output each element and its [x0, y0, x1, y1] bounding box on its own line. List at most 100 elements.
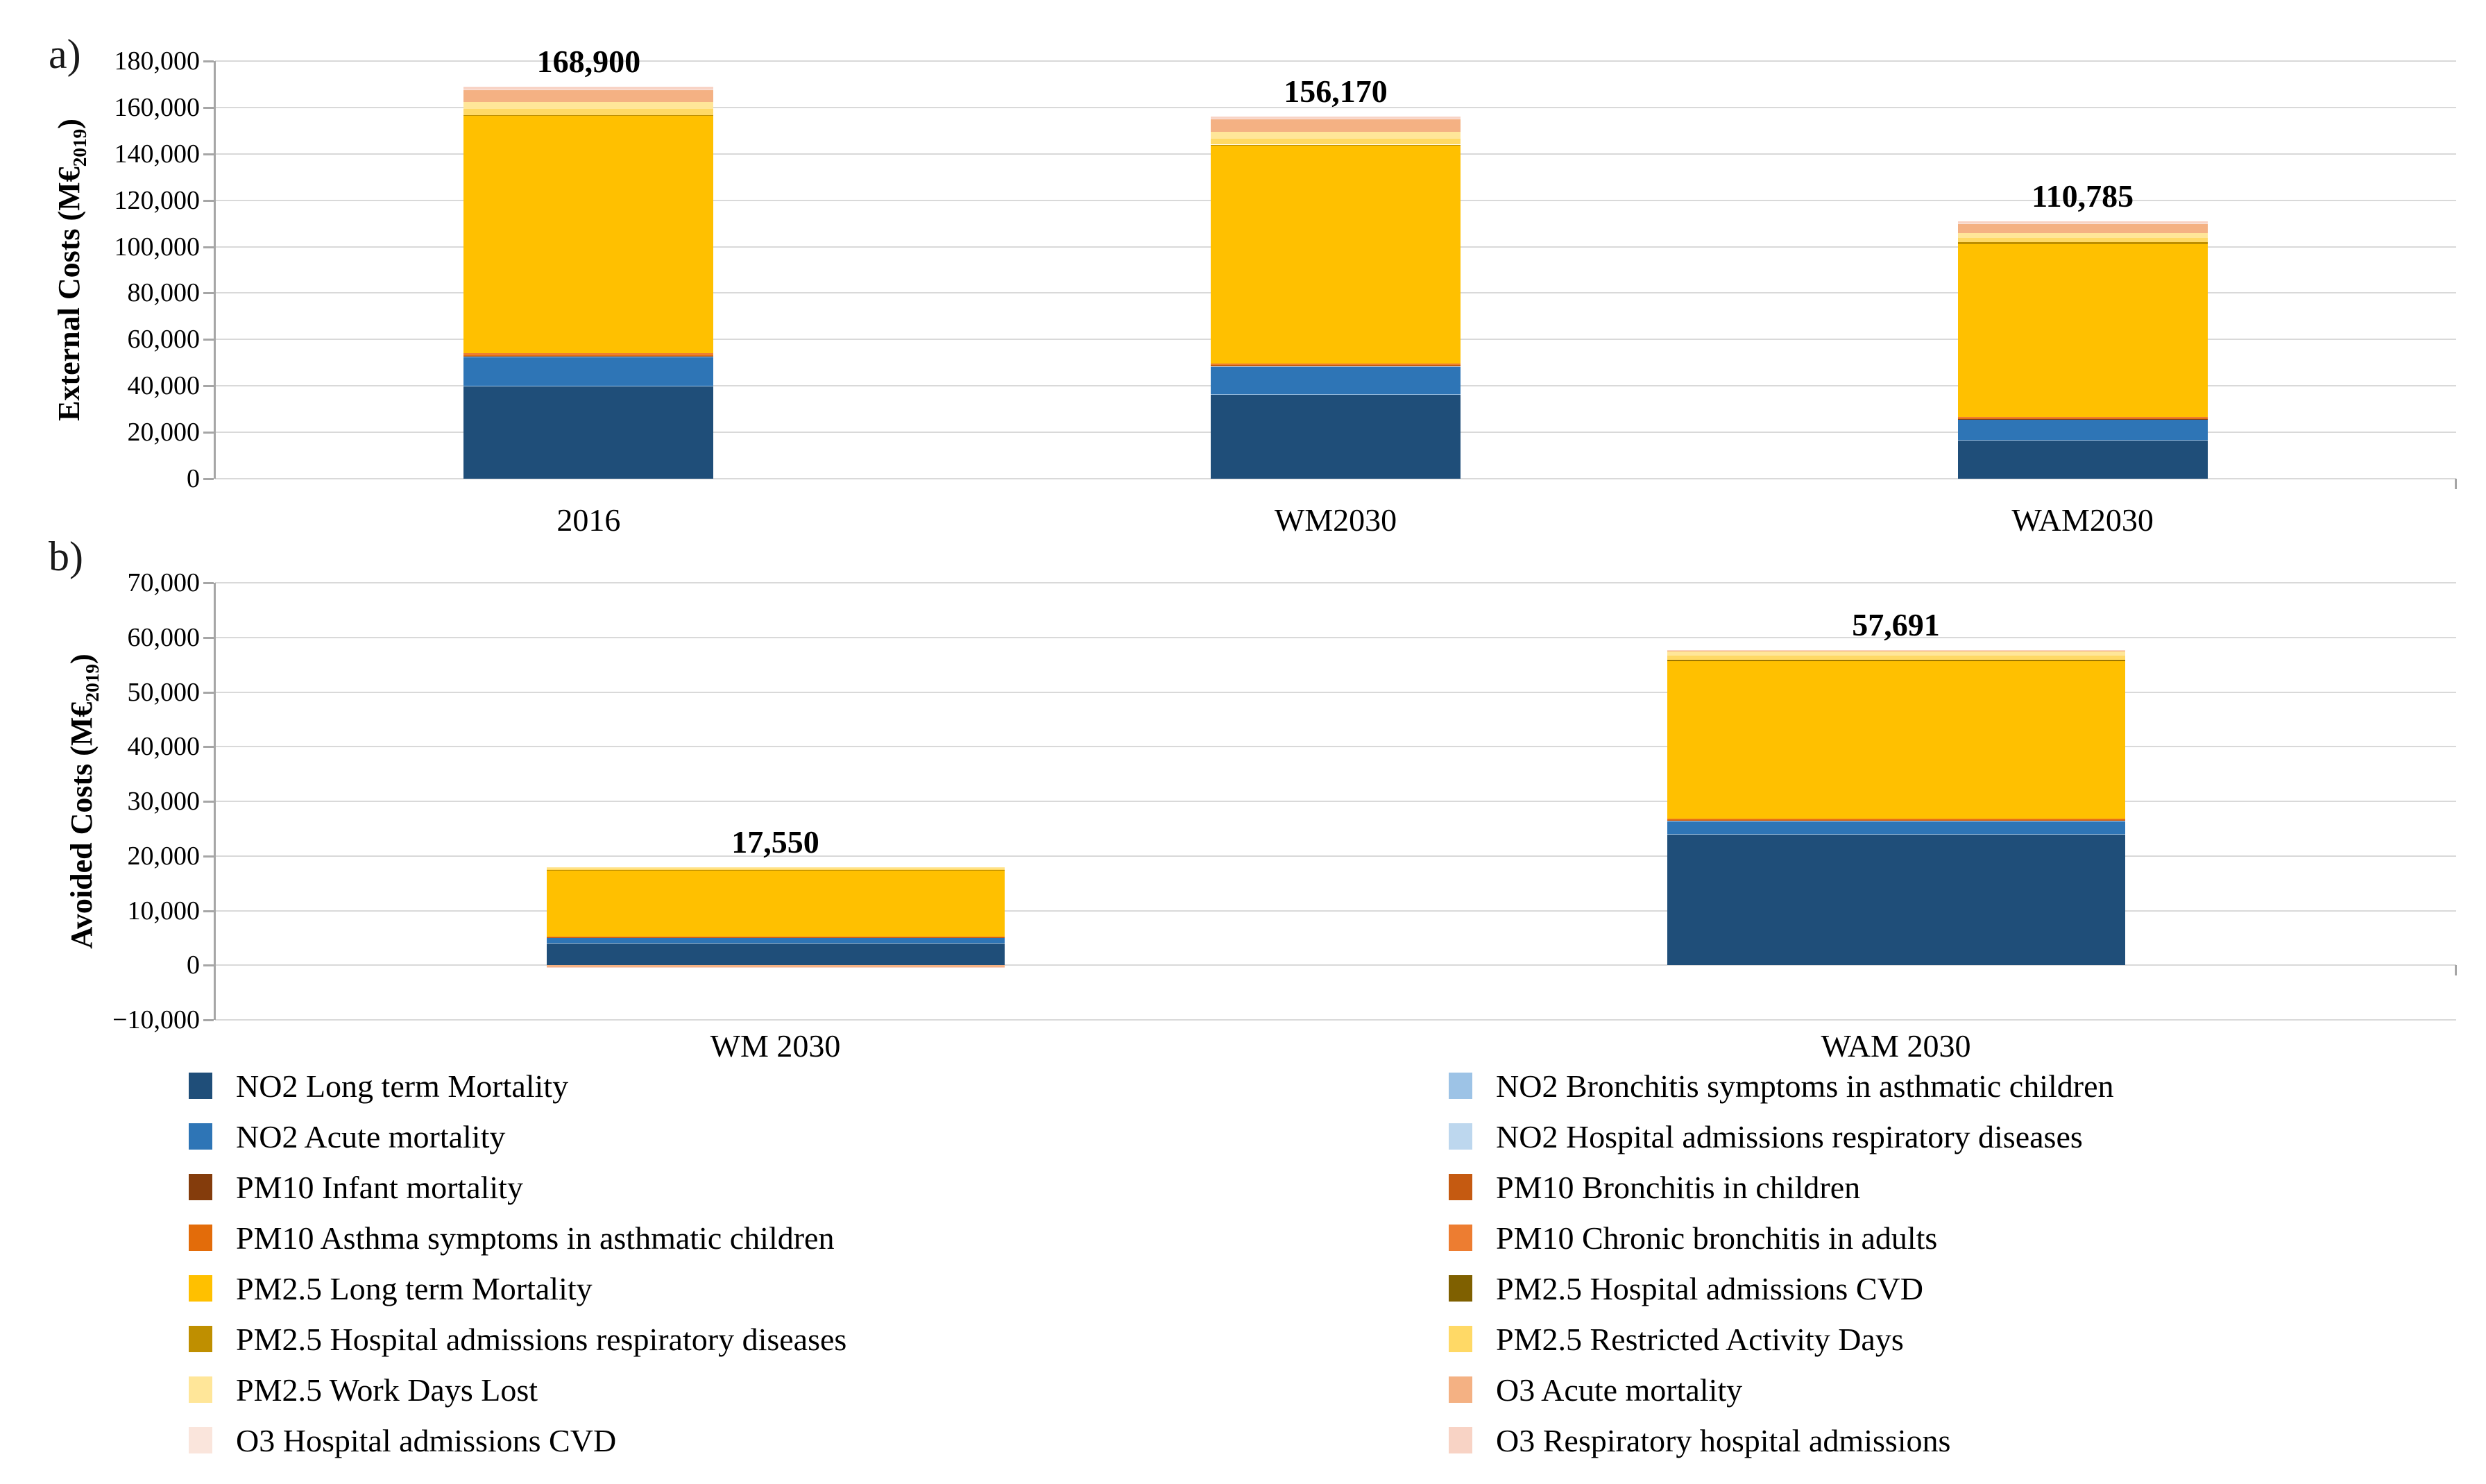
- bar-segment: [546, 869, 1005, 870]
- bar-total-label: 168,900: [536, 44, 641, 80]
- bar-segment: [1211, 363, 1461, 365]
- bar-segment: [546, 965, 1005, 967]
- bar-segment: [546, 937, 1005, 943]
- bar-segment: [1667, 651, 2125, 656]
- gridline: [215, 106, 2456, 108]
- legend-label: PM10 Bronchitis in children: [1496, 1170, 1861, 1205]
- y-axis-tick: [203, 432, 214, 434]
- legend-label: NO2 Hospital admissions respiratory dise…: [1496, 1119, 2083, 1154]
- legend-swatch: [1449, 1376, 1472, 1403]
- y-axis-tick: [203, 339, 214, 341]
- y-axis-tick: [203, 1019, 214, 1021]
- bar-segment: [1957, 243, 2208, 417]
- legend-label: O3 Acute mortality: [1496, 1372, 1743, 1408]
- bar-segment: [1957, 419, 2208, 441]
- legend-label: NO2 Acute mortality: [236, 1119, 506, 1154]
- category-label: 2016: [556, 502, 621, 538]
- y-tick-label: 70,000: [127, 568, 201, 597]
- y-axis-tick: [203, 910, 214, 912]
- y-tick-label: 140,000: [114, 139, 201, 169]
- bar-total-label: 156,170: [1284, 73, 1388, 109]
- legend-swatch: [189, 1427, 212, 1453]
- bar-segment: [1667, 821, 2125, 834]
- y-tick-label: 160,000: [114, 92, 201, 122]
- bar-total-label: 110,785: [2032, 178, 2134, 214]
- bar-segment: [463, 115, 714, 354]
- panel-a-label: a): [49, 31, 81, 77]
- gridline: [215, 1019, 2456, 1021]
- bar-segment: [463, 89, 714, 90]
- bar-segment: [1957, 233, 2208, 239]
- legend-swatch: [1449, 1225, 1472, 1251]
- y-axis-tick: [203, 199, 214, 202]
- bar-segment: [1211, 119, 1461, 133]
- category-label: WM 2030: [710, 1028, 841, 1064]
- x-axis-end-tick: [2455, 965, 2457, 976]
- bar-segment: [463, 87, 714, 89]
- bar-segment: [463, 101, 714, 110]
- bar-segment: [1667, 656, 2125, 660]
- category-label: WAM 2030: [1821, 1028, 1971, 1064]
- legend-label: NO2 Long term Mortality: [236, 1068, 569, 1104]
- bar-segment: [1957, 238, 2208, 243]
- bar-segment: [1211, 365, 1461, 366]
- gridline: [215, 60, 2456, 62]
- bar-segment: [1211, 144, 1461, 146]
- y-tick-label: 20,000: [127, 418, 201, 447]
- bar-segment: [546, 942, 1005, 966]
- category-label: WM2030: [1274, 502, 1397, 538]
- category-label: WAM2030: [2011, 502, 2154, 538]
- y-tick-label: 40,000: [127, 371, 201, 401]
- legend-swatch: [1449, 1123, 1472, 1150]
- y-axis-tick: [203, 582, 214, 584]
- legend-swatch: [189, 1123, 212, 1150]
- y-tick-label: 10,000: [127, 896, 201, 926]
- gridline: [215, 910, 2456, 912]
- bar-segment: [1957, 223, 2208, 225]
- y-tick-label: 60,000: [127, 622, 201, 652]
- y-axis-tick: [203, 385, 214, 388]
- y-tick-label: −10,000: [112, 1005, 200, 1034]
- y-axis-tick: [203, 801, 214, 803]
- gridline: [215, 964, 2456, 966]
- bar-segment: [1667, 834, 2125, 966]
- legend-swatch: [189, 1225, 212, 1251]
- bar-segment: [1211, 366, 1461, 394]
- y-tick-label: 50,000: [127, 677, 201, 707]
- legend-label: PM2.5 Restricted Activity Days: [1496, 1322, 1904, 1357]
- bar-segment: [1957, 418, 2208, 419]
- legend-label: PM2.5 Long term Mortality: [236, 1271, 593, 1306]
- legend-swatch: [1449, 1427, 1472, 1453]
- bar-segment: [1957, 416, 2208, 418]
- x-axis-end-tick: [2455, 479, 2457, 489]
- y-axis-tick: [203, 153, 214, 155]
- bar-segment: [1211, 139, 1461, 145]
- legend-swatch: [1449, 1174, 1472, 1200]
- gridline: [215, 636, 2456, 638]
- bar-segment: [1211, 393, 1461, 479]
- bar-segment: [463, 89, 714, 102]
- gridline: [215, 691, 2456, 693]
- legend-label: O3 Respiratory hospital admissions: [1496, 1423, 1951, 1458]
- legend-swatch: [189, 1376, 212, 1403]
- bar-segment: [1211, 116, 1461, 119]
- legend-swatch: [189, 1275, 212, 1302]
- bar-total-label: 17,550: [731, 824, 819, 860]
- y-tick-label: 0: [187, 950, 200, 980]
- legend-label: PM2.5 Work Days Lost: [236, 1372, 538, 1408]
- bar-segment: [463, 109, 714, 115]
- y-tick-label: 40,000: [127, 732, 201, 762]
- y-tick-label: 120,000: [114, 185, 201, 215]
- legend-swatch: [1449, 1275, 1472, 1302]
- bar-segment: [463, 355, 714, 357]
- legend-swatch: [189, 1073, 212, 1099]
- legend-swatch: [189, 1174, 212, 1200]
- bar-segment: [1957, 224, 2208, 234]
- y-tick-label: 100,000: [114, 232, 201, 262]
- legend-swatch: [1449, 1073, 1472, 1099]
- bar-segment: [546, 869, 1005, 937]
- bar-segment: [463, 353, 714, 355]
- legend-label: O3 Hospital admissions CVD: [236, 1423, 617, 1458]
- y-axis-line: [214, 61, 216, 479]
- legend-label: NO2 Bronchitis symptoms in asthmatic chi…: [1496, 1068, 2114, 1104]
